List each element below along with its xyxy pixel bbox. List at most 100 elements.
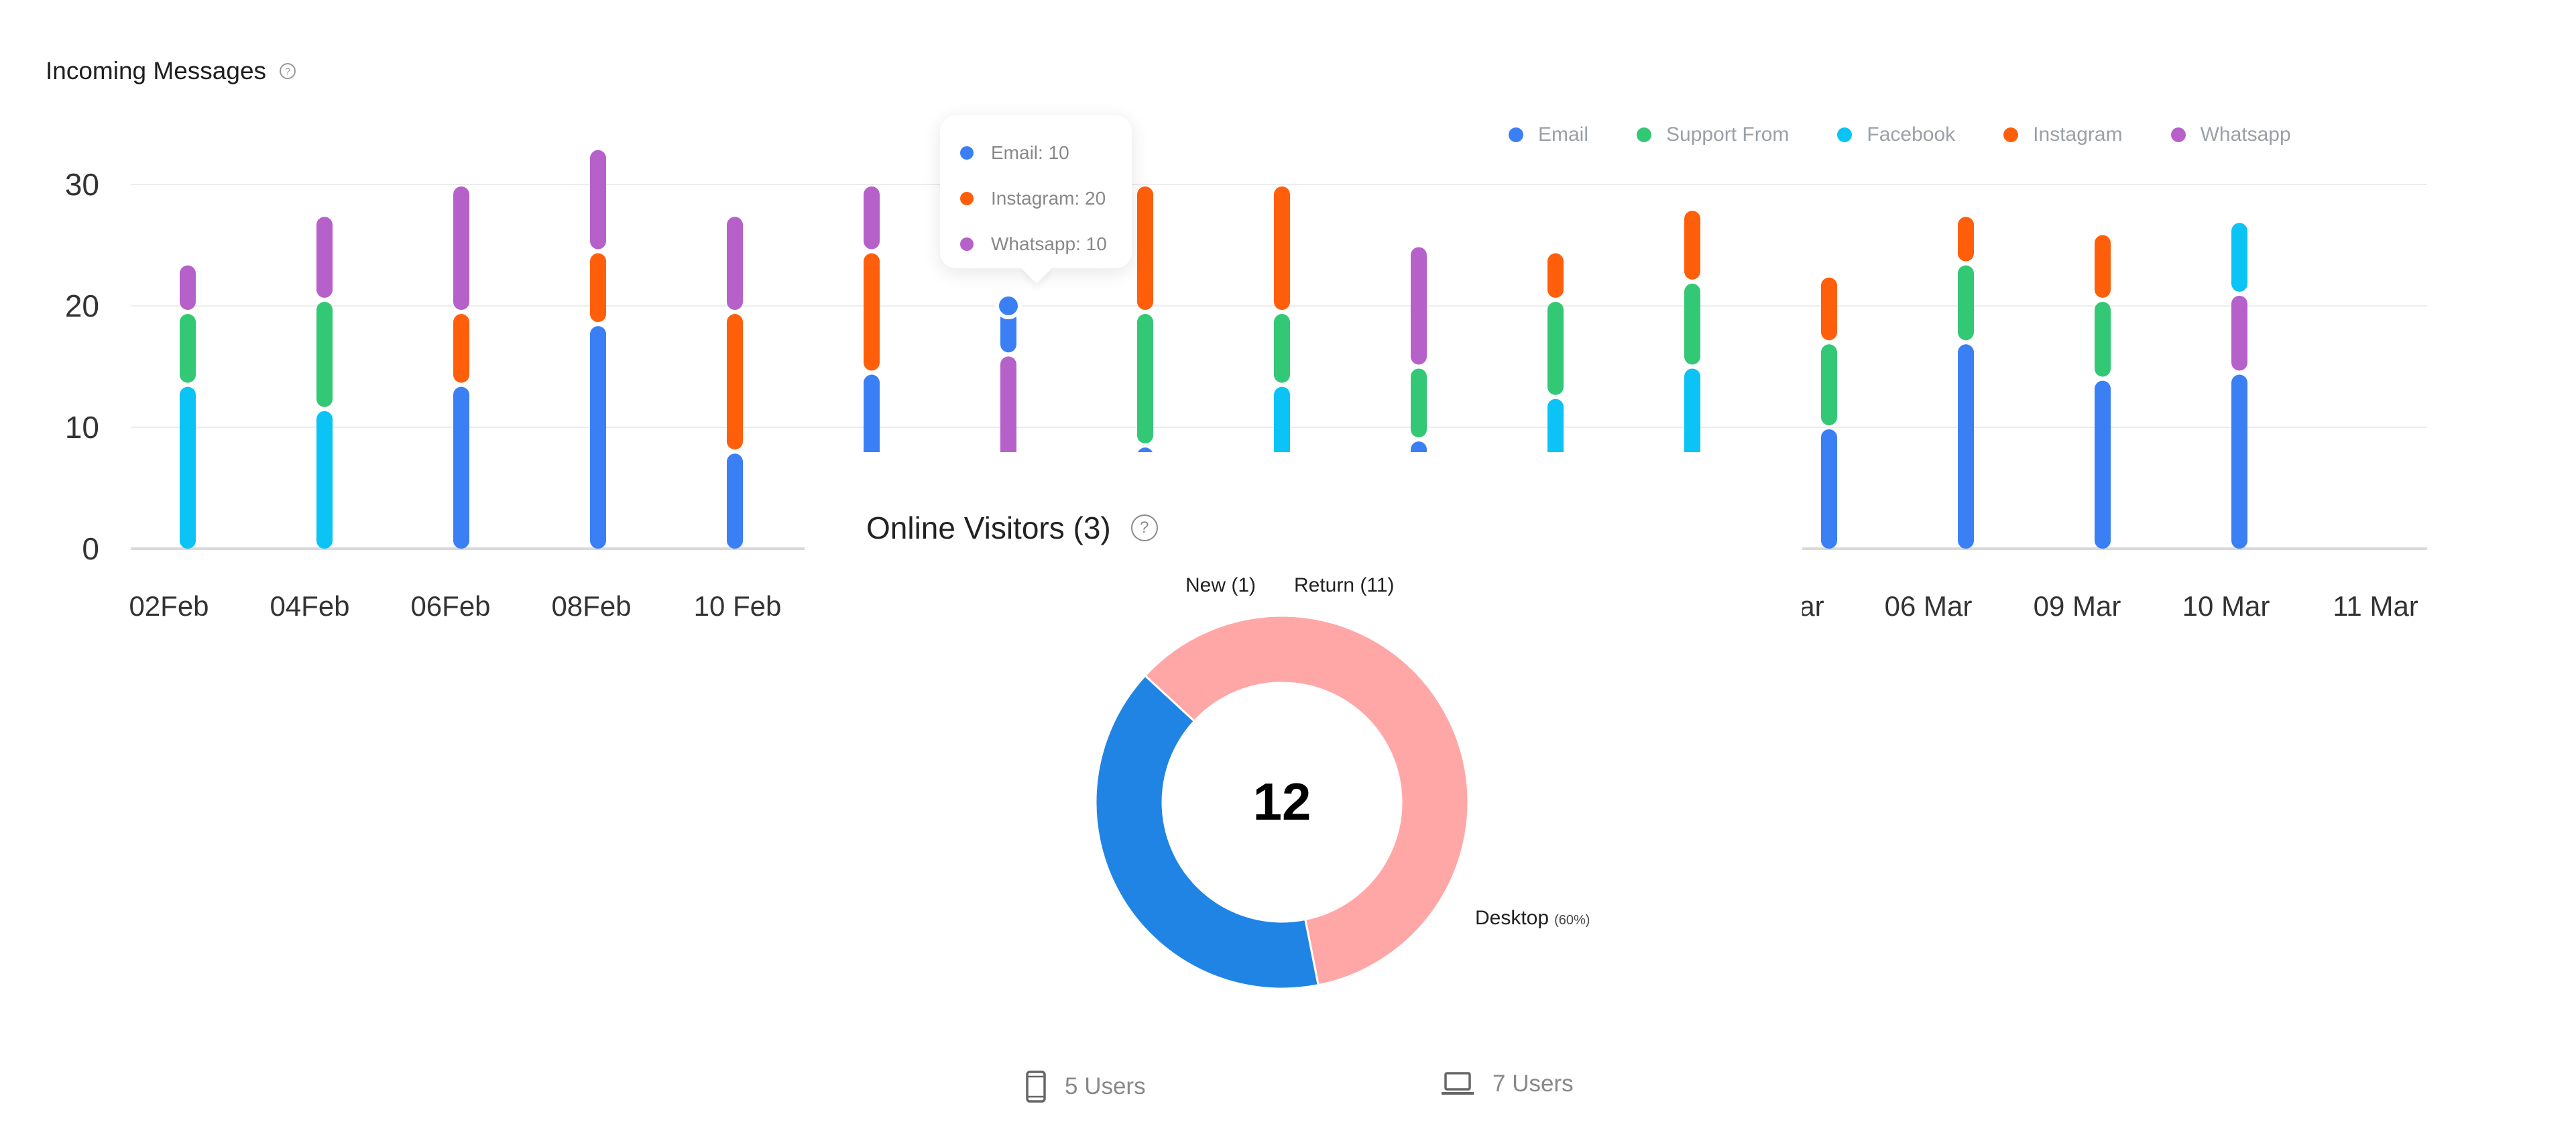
- legend-dot-icon: [2170, 127, 2186, 142]
- y-tick-label: 20: [65, 288, 99, 323]
- bar-segment-email[interactable]: [727, 453, 743, 549]
- bar-segment-instagram[interactable]: [453, 314, 469, 383]
- legend-label: Support From: [1666, 123, 1790, 146]
- bar-segment-facebook[interactable]: [2231, 223, 2247, 292]
- legend-item-facebook[interactable]: Facebook: [1837, 123, 1955, 146]
- x-tick-label: 10 Mar: [2182, 590, 2270, 622]
- bar-segment-instagram[interactable]: [864, 253, 880, 371]
- legend-label: Email: [1538, 123, 1589, 146]
- desktop-users-count: 7 Users: [1492, 1071, 1574, 1097]
- legend-label: Whatsapp: [2200, 123, 2291, 146]
- bar-segment-support-from[interactable]: [1411, 368, 1427, 438]
- x-tick-label: 04Feb: [270, 590, 349, 622]
- donut-center-value: 12: [1252, 772, 1311, 831]
- bar-segment-instagram[interactable]: [1821, 277, 1837, 341]
- mobile-phone-icon: [1026, 1071, 1046, 1103]
- chart-legend: Email Support From Facebook Instagram Wh…: [1509, 123, 2339, 146]
- legend-item-email[interactable]: Email: [1509, 123, 1588, 146]
- legend-dot-icon: [1637, 127, 1652, 142]
- x-tick-label: ar: [1799, 590, 1824, 622]
- bar-segment-instagram[interactable]: [1547, 253, 1564, 298]
- bar-segment-facebook[interactable]: [316, 411, 333, 549]
- bar-segment-email[interactable]: [590, 326, 606, 549]
- tooltip-row-email: Email: 10: [960, 142, 1069, 164]
- bar-segment-support-from[interactable]: [1547, 301, 1564, 395]
- bar-segment-email[interactable]: [453, 386, 469, 549]
- desktop-percent: (60%): [1554, 913, 1590, 928]
- donut-label-return: Return (11): [1294, 574, 1395, 596]
- bar-segment-whatsapp[interactable]: [180, 265, 196, 311]
- bar-segment-support-from[interactable]: [2095, 301, 2111, 377]
- legend-label: Facebook: [1867, 123, 1956, 146]
- x-tick-label: 09 Mar: [2034, 590, 2121, 622]
- desktop-label: Desktop: [1475, 907, 1549, 929]
- tooltip-text: Email: 10: [991, 142, 1069, 163]
- bar-segment-whatsapp[interactable]: [1411, 247, 1427, 365]
- bar-segment-whatsapp[interactable]: [316, 217, 333, 298]
- tooltip-row-whatsapp: Whatsapp: 10: [960, 233, 1107, 255]
- bar-segment-instagram[interactable]: [727, 314, 743, 450]
- incoming-messages-header: Incoming Messages ?: [46, 57, 296, 85]
- legend-item-support-from[interactable]: Support From: [1637, 123, 1789, 146]
- tooltip-dot-icon: [960, 192, 974, 205]
- tooltip-text: Whatsapp: 10: [991, 233, 1107, 254]
- help-icon[interactable]: ?: [280, 63, 296, 79]
- y-tick-label: 30: [65, 167, 99, 202]
- bar-segment-support-from[interactable]: [180, 314, 196, 383]
- bar-segment-email[interactable]: [1958, 344, 1974, 549]
- online-visitors-title: Online Visitors (3): [866, 510, 1111, 545]
- x-tick-label: 10 Feb: [694, 590, 782, 622]
- donut-label-new: New (1): [1185, 574, 1256, 596]
- help-icon[interactable]: ?: [1130, 514, 1158, 541]
- highlight-point[interactable]: [995, 292, 1022, 319]
- chart-tooltip: Email: 10 Instagram: 20 Whatsapp: 10: [940, 115, 1132, 268]
- x-tick-label: 11 Mar: [2333, 590, 2418, 622]
- bar-segment-whatsapp[interactable]: [590, 150, 606, 250]
- bar-segment-email[interactable]: [2231, 374, 2247, 549]
- bar-segment-instagram[interactable]: [1274, 186, 1290, 311]
- laptop-icon: [1442, 1072, 1474, 1095]
- y-tick-label: 10: [65, 410, 99, 445]
- legend-dot-icon: [2003, 127, 2019, 142]
- bar-segment-support-from[interactable]: [1958, 265, 1974, 341]
- donut-label-desktop: Desktop (60%): [1475, 907, 1590, 930]
- bar-segment-email[interactable]: [2095, 380, 2111, 549]
- bar-segment-whatsapp[interactable]: [2231, 295, 2247, 371]
- x-tick-label: 06Feb: [410, 590, 490, 622]
- tooltip-dot-icon: [960, 237, 974, 251]
- bar-segment-facebook[interactable]: [180, 386, 196, 549]
- legend-item-whatsapp[interactable]: Whatsapp: [2170, 123, 2291, 146]
- bar-segment-instagram[interactable]: [1137, 186, 1153, 311]
- bar-segment-email[interactable]: [1821, 429, 1837, 549]
- bar-segment-instagram[interactable]: [2095, 235, 2111, 298]
- bar-segment-whatsapp[interactable]: [453, 186, 469, 311]
- bar-segment-instagram[interactable]: [1684, 211, 1700, 280]
- bar-segment-support-from[interactable]: [1137, 314, 1153, 444]
- bar-segment-support-from[interactable]: [1274, 314, 1290, 383]
- tooltip-row-instagram: Instagram: 20: [960, 188, 1106, 209]
- legend-dot-icon: [1509, 127, 1523, 142]
- x-tick-label: 06 Mar: [1885, 590, 1973, 622]
- legend-label: Instagram: [2033, 123, 2123, 146]
- bar-segment-whatsapp[interactable]: [864, 186, 880, 250]
- legend-dot-icon: [1837, 127, 1853, 142]
- mobile-users: 5 Users: [1024, 1071, 1146, 1103]
- incoming-messages-title: Incoming Messages: [46, 57, 267, 85]
- y-tick-label: 0: [82, 531, 99, 566]
- bar-segment-email[interactable]: [1000, 308, 1016, 353]
- x-tick-label: 08Feb: [551, 590, 631, 622]
- bar-segment-support-from[interactable]: [316, 301, 333, 407]
- tooltip-dot-icon: [960, 146, 974, 160]
- tooltip-text: Instagram: 20: [991, 188, 1106, 209]
- bar-segment-support-from[interactable]: [1684, 283, 1700, 365]
- desktop-users: 7 Users: [1440, 1071, 1574, 1097]
- bar-segment-support-from[interactable]: [1821, 344, 1837, 425]
- bar-segment-whatsapp[interactable]: [727, 217, 743, 311]
- mobile-users-count: 5 Users: [1065, 1073, 1146, 1099]
- bar-segment-instagram[interactable]: [1958, 217, 1974, 262]
- bar-segment-instagram[interactable]: [590, 253, 606, 323]
- legend-item-instagram[interactable]: Instagram: [2003, 123, 2123, 146]
- x-tick-label: 02Feb: [129, 590, 209, 622]
- online-visitors-header: Online Visitors (3) ?: [866, 510, 1158, 546]
